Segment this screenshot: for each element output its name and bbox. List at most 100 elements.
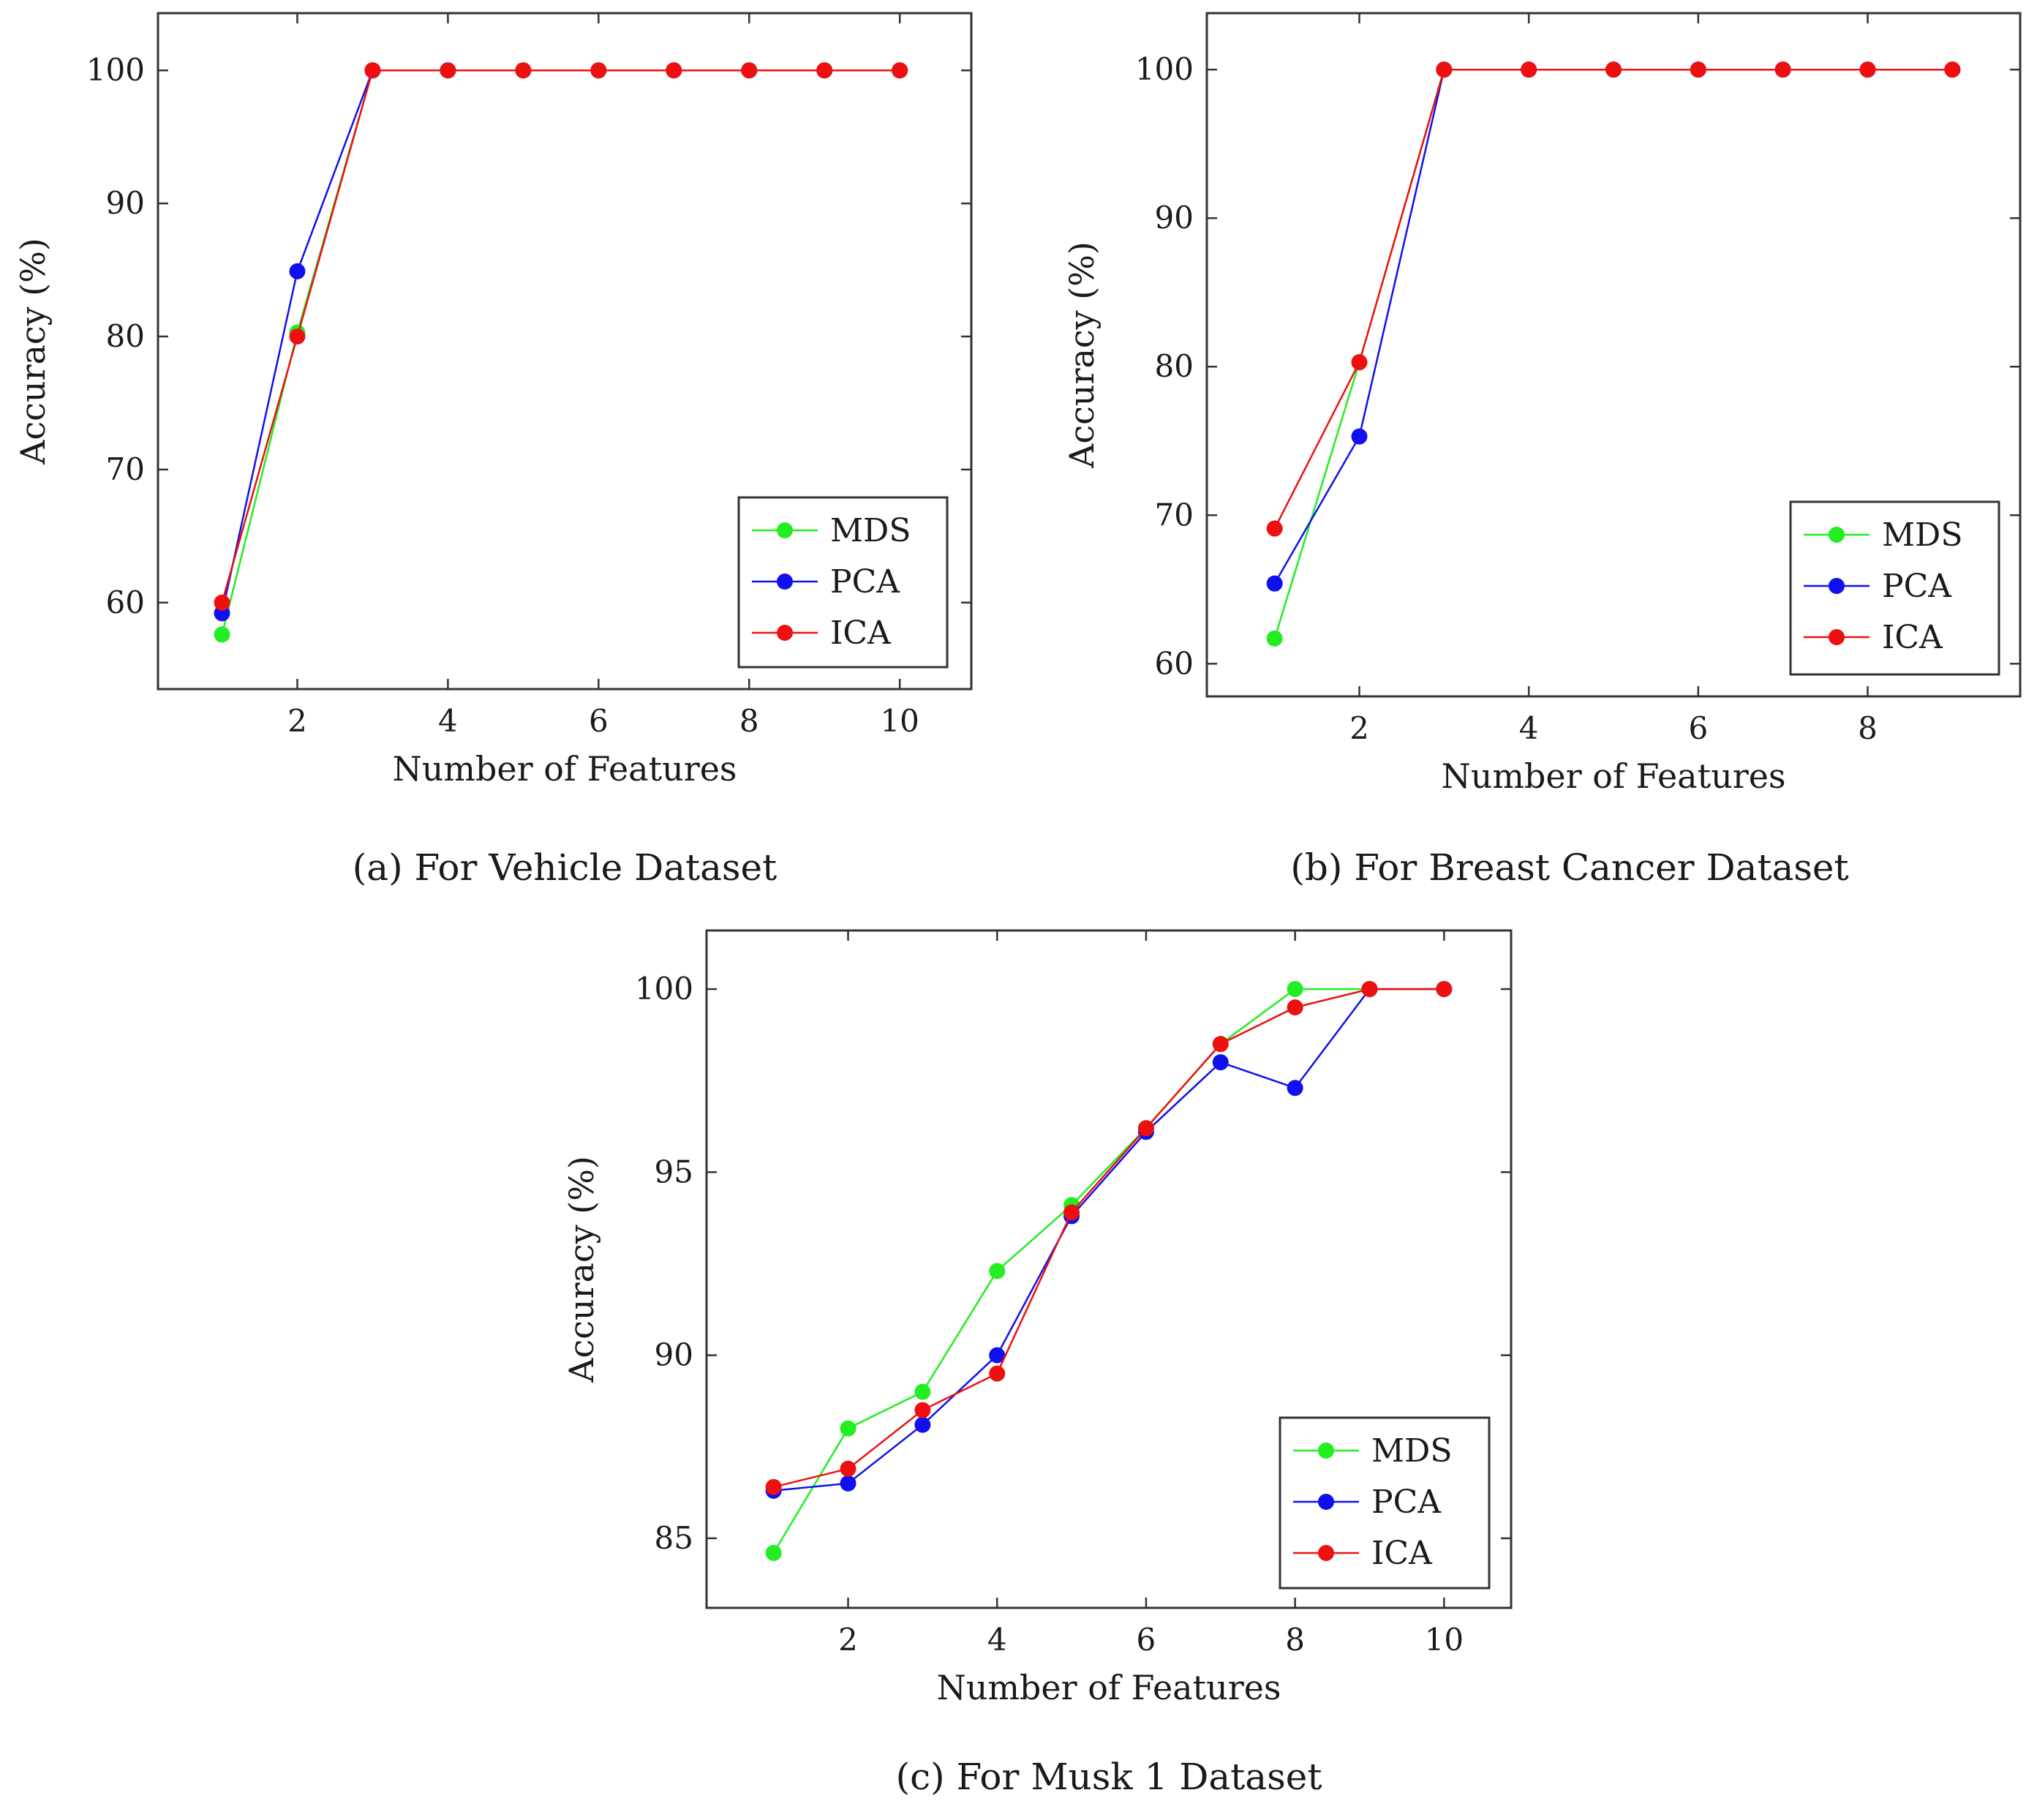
x-tick-label: 2	[1349, 710, 1369, 746]
series-line-ica	[221, 69, 900, 603]
data-point-ica	[1361, 981, 1378, 998]
data-point-ica	[1774, 61, 1791, 78]
data-point-mds	[1287, 981, 1303, 998]
legend-swatch-marker-mds	[1829, 527, 1845, 543]
data-point-ica	[892, 62, 908, 79]
legend-label-pca: PCA	[1371, 1484, 1442, 1521]
data-point-ica	[989, 1365, 1006, 1382]
axes-frame	[705, 929, 1513, 1609]
legend: MDS PCA ICA	[1789, 500, 2000, 676]
data-point-ica	[1436, 61, 1453, 78]
legend-label-mds: MDS	[1371, 1432, 1452, 1470]
y-tick-label: 100	[86, 52, 145, 88]
chart-vehicle: 2 4 6 8 10 60 70 80 90 100 Number of Features Accur…	[13, 12, 973, 889]
x-axis-title: Number of Features	[1441, 756, 1785, 796]
x-tick-label: 4	[438, 703, 458, 739]
data-point-ica	[1436, 981, 1453, 998]
legend-label-ica: ICA	[1882, 619, 1943, 656]
data-point-pca	[1287, 1080, 1303, 1097]
x-tick-label: 4	[987, 1622, 1007, 1658]
chart-musk-1: 2 4 6 8 10 85 90 95 100 Number of Features Accurac…	[562, 929, 1513, 1798]
legend-swatch-marker-pca	[1318, 1494, 1334, 1510]
x-axis-title: Number of Features	[936, 1668, 1281, 1707]
data-point-mds	[840, 1420, 856, 1437]
legend-label-mds: MDS	[1882, 516, 1962, 554]
legend: MDS PCA ICA	[737, 496, 949, 669]
data-point-ica	[1137, 1120, 1154, 1137]
data-point-ica	[1859, 61, 1876, 78]
y-tick-label: 60	[106, 584, 145, 620]
series-line-ica	[1273, 68, 1953, 530]
x-tick-label: 6	[589, 703, 609, 739]
legend: MDS PCA ICA	[1279, 1416, 1491, 1590]
data-point-ica	[1287, 999, 1303, 1016]
legend-label-pca: PCA	[1882, 568, 1952, 605]
caption-musk-1: (c) For Musk 1 Dataset	[896, 1756, 1322, 1798]
x-tick-label: 2	[838, 1622, 858, 1658]
chart-breast-cancer: 2 4 6 8 60 70 80 90 100 Number of Features Accurac…	[1062, 12, 2022, 889]
y-tick-label: 90	[655, 1337, 693, 1373]
data-point-ica	[590, 62, 607, 79]
x-tick-label: 6	[1137, 1622, 1156, 1658]
data-point-ica	[840, 1460, 856, 1477]
caption-vehicle: (a) For Vehicle Dataset	[353, 846, 777, 889]
data-point-mds	[914, 1383, 931, 1400]
data-point-ica	[1944, 61, 1961, 78]
y-tick-label: 70	[1155, 497, 1194, 533]
caption-breast-cancer: (b) For Breast Cancer Dataset	[1290, 846, 1848, 889]
data-point-pca	[1351, 428, 1368, 445]
x-tick-label: 10	[880, 703, 919, 739]
data-point-ica	[364, 62, 381, 79]
data-point-pca	[1266, 575, 1283, 592]
data-point-pca	[989, 1347, 1006, 1364]
data-point-ica	[1690, 61, 1706, 78]
data-point-mds	[989, 1263, 1006, 1279]
y-tick-label: 90	[106, 185, 145, 221]
series-line-ica	[773, 988, 1445, 1489]
x-tick-label: 8	[739, 703, 759, 739]
legend-swatch-marker-ica	[1318, 1545, 1334, 1561]
data-point-mds	[214, 626, 230, 643]
x-tick-label: 10	[1425, 1622, 1464, 1658]
data-point-ica	[1351, 354, 1368, 371]
data-point-pca	[1212, 1054, 1229, 1071]
data-point-ica	[765, 1478, 782, 1495]
data-point-ica	[1063, 1204, 1080, 1221]
y-tick-label: 95	[655, 1154, 693, 1189]
data-point-ica	[1521, 61, 1537, 78]
legend-swatch-marker-pca	[777, 574, 793, 590]
x-tick-label: 4	[1519, 710, 1539, 746]
y-tick-label: 70	[106, 451, 145, 487]
y-tick-label: 85	[655, 1520, 693, 1556]
y-tick-label: 80	[1155, 348, 1194, 384]
y-tick-label: 60	[1155, 645, 1194, 681]
data-point-pca	[289, 263, 306, 279]
data-point-pca	[840, 1475, 856, 1492]
series-line-pca	[773, 988, 1445, 1492]
legend-swatch-marker-mds	[1318, 1443, 1334, 1459]
legend-label-ica: ICA	[830, 614, 892, 652]
data-point-ica	[816, 62, 833, 79]
data-point-ica	[914, 1402, 931, 1418]
data-point-ica	[741, 62, 758, 79]
axes-frame	[157, 12, 973, 691]
data-point-mds	[765, 1544, 782, 1561]
data-point-ica	[440, 62, 456, 79]
y-axis-title: Accuracy (%)	[562, 1156, 601, 1383]
data-point-ica	[1212, 1036, 1229, 1053]
y-tick-label: 90	[1155, 200, 1194, 236]
data-point-ica	[515, 62, 532, 79]
data-point-ica	[1605, 61, 1622, 78]
legend-label-pca: PCA	[830, 563, 900, 601]
legend-swatch-marker-ica	[1829, 629, 1845, 645]
legend-label-mds: MDS	[830, 512, 911, 549]
y-axis-title: Accuracy (%)	[1062, 241, 1102, 469]
legend-label-ica: ICA	[1371, 1535, 1433, 1572]
data-point-ica	[289, 328, 306, 345]
x-tick-label: 8	[1285, 1622, 1305, 1658]
x-tick-label: 8	[1858, 710, 1878, 746]
legend-box	[1789, 500, 2000, 676]
y-tick-label: 100	[1135, 51, 1194, 87]
data-point-ica	[666, 62, 682, 79]
